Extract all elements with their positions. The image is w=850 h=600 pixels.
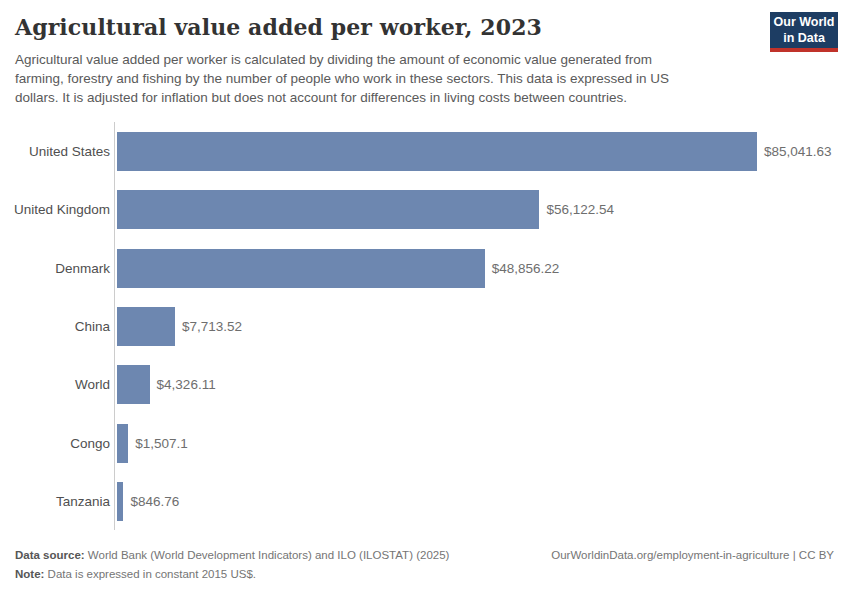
subtitle-line-1: Agricultural value added per worker is c… [15, 50, 835, 69]
bar-zone: $85,041.63 [117, 132, 832, 171]
bar-zone: $846.76 [117, 482, 179, 521]
subtitle-line-2: farming, forestry and fishing by the num… [15, 69, 835, 88]
category-label[interactable]: China [0, 319, 110, 334]
category-label[interactable]: Congo [0, 436, 110, 451]
bar-row: World $4,326.11 [0, 356, 850, 414]
value-label: $4,326.11 [157, 377, 216, 392]
bar[interactable] [117, 307, 175, 346]
chart-subtitle: Agricultural value added per worker is c… [15, 50, 835, 107]
bar-row: China $7,713.52 [0, 297, 850, 355]
bar-zone: $4,326.11 [117, 365, 216, 404]
bar-chart: United States $85,041.63 United Kingdom … [0, 122, 850, 531]
category-label[interactable]: United Kingdom [0, 202, 110, 217]
owid-link[interactable]: OurWorldinData.org/employment-in-agricul… [551, 546, 834, 565]
note-label: Note: [15, 568, 44, 580]
bar-row: United States $85,041.63 [0, 122, 850, 180]
category-label[interactable]: United States [0, 144, 110, 159]
chart-title: Agricultural value added per worker, 202… [15, 14, 835, 40]
footer-source-line: Data source: World Bank (World Developme… [15, 546, 834, 565]
data-source-label: Data source: [15, 549, 85, 561]
bar[interactable] [117, 424, 128, 463]
bar[interactable] [117, 249, 485, 288]
data-source: Data source: World Bank (World Developme… [15, 546, 449, 565]
note-text: Data is expressed in constant 2015 US$. [44, 568, 256, 580]
chart-header: Agricultural value added per worker, 202… [15, 14, 835, 107]
bar[interactable] [117, 482, 123, 521]
bar-zone: $7,713.52 [117, 307, 242, 346]
owid-logo[interactable]: Our World in Data [770, 12, 838, 52]
subtitle-line-3: dollars. It is adjusted for inflation bu… [15, 88, 835, 107]
data-source-text: World Bank (World Development Indicators… [85, 549, 450, 561]
value-label: $846.76 [130, 494, 179, 509]
bar[interactable] [117, 132, 757, 171]
chart-footer: Data source: World Bank (World Developme… [15, 546, 834, 584]
bar-zone: $48,856.22 [117, 249, 559, 288]
bar-row: Denmark $48,856.22 [0, 239, 850, 297]
category-label[interactable]: Tanzania [0, 494, 110, 509]
bar-row: Tanzania $846.76 [0, 473, 850, 531]
value-label: $7,713.52 [182, 319, 242, 334]
category-label[interactable]: World [0, 377, 110, 392]
bar-row: Congo $1,507.1 [0, 414, 850, 472]
value-label: $48,856.22 [492, 261, 560, 276]
bar-rows: United States $85,041.63 United Kingdom … [0, 122, 850, 531]
bar[interactable] [117, 365, 150, 404]
bar-row: United Kingdom $56,122.54 [0, 180, 850, 238]
owid-logo-line2: in Data [770, 30, 838, 46]
owid-logo-line1: Our World [770, 14, 838, 30]
bar-zone: $1,507.1 [117, 424, 188, 463]
value-label: $1,507.1 [135, 436, 188, 451]
y-axis-line [114, 122, 115, 530]
bar-zone: $56,122.54 [117, 190, 614, 229]
value-label: $85,041.63 [764, 144, 832, 159]
chart-page: Agricultural value added per worker, 202… [0, 0, 850, 600]
bar[interactable] [117, 190, 539, 229]
category-label[interactable]: Denmark [0, 261, 110, 276]
value-label: $56,122.54 [546, 202, 614, 217]
footer-note-line: Note: Data is expressed in constant 2015… [15, 565, 834, 584]
